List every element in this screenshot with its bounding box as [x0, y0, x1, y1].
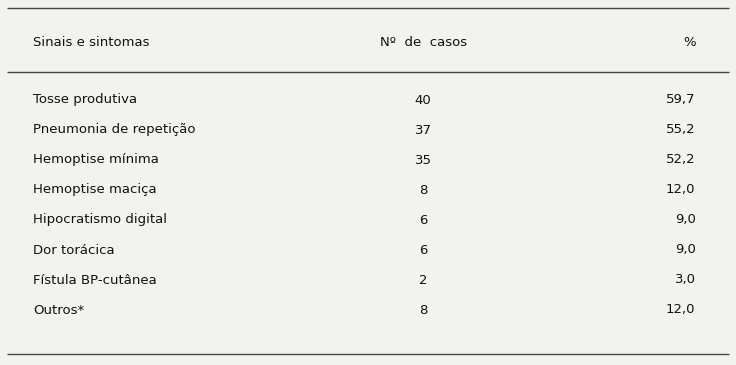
- Text: Dor torácica: Dor torácica: [33, 243, 115, 257]
- Text: 3,0: 3,0: [674, 273, 696, 287]
- Text: Outros*: Outros*: [33, 304, 85, 316]
- Text: Tosse produtiva: Tosse produtiva: [33, 93, 137, 107]
- Text: 52,2: 52,2: [666, 154, 696, 166]
- Text: Nº  de  casos: Nº de casos: [380, 35, 467, 49]
- Text: 6: 6: [419, 243, 428, 257]
- Text: 9,0: 9,0: [675, 214, 696, 227]
- Text: 6: 6: [419, 214, 428, 227]
- Text: 55,2: 55,2: [666, 123, 696, 137]
- Text: 8: 8: [419, 184, 428, 196]
- Text: Sinais e sintomas: Sinais e sintomas: [33, 35, 149, 49]
- Text: 40: 40: [415, 93, 431, 107]
- Text: Hemoptise maciça: Hemoptise maciça: [33, 184, 157, 196]
- Text: 9,0: 9,0: [675, 243, 696, 257]
- Text: 8: 8: [419, 304, 428, 316]
- Text: 2: 2: [419, 273, 428, 287]
- Text: Hemoptise mínima: Hemoptise mínima: [33, 154, 159, 166]
- Text: Pneumonia de repetição: Pneumonia de repetição: [33, 123, 196, 137]
- Text: 37: 37: [414, 123, 432, 137]
- Text: 59,7: 59,7: [666, 93, 696, 107]
- Text: 12,0: 12,0: [666, 184, 696, 196]
- Text: 35: 35: [414, 154, 432, 166]
- Text: 12,0: 12,0: [666, 304, 696, 316]
- Text: %: %: [683, 35, 696, 49]
- Text: Fístula BP-cutânea: Fístula BP-cutânea: [33, 273, 157, 287]
- Text: Hipocratismo digital: Hipocratismo digital: [33, 214, 167, 227]
